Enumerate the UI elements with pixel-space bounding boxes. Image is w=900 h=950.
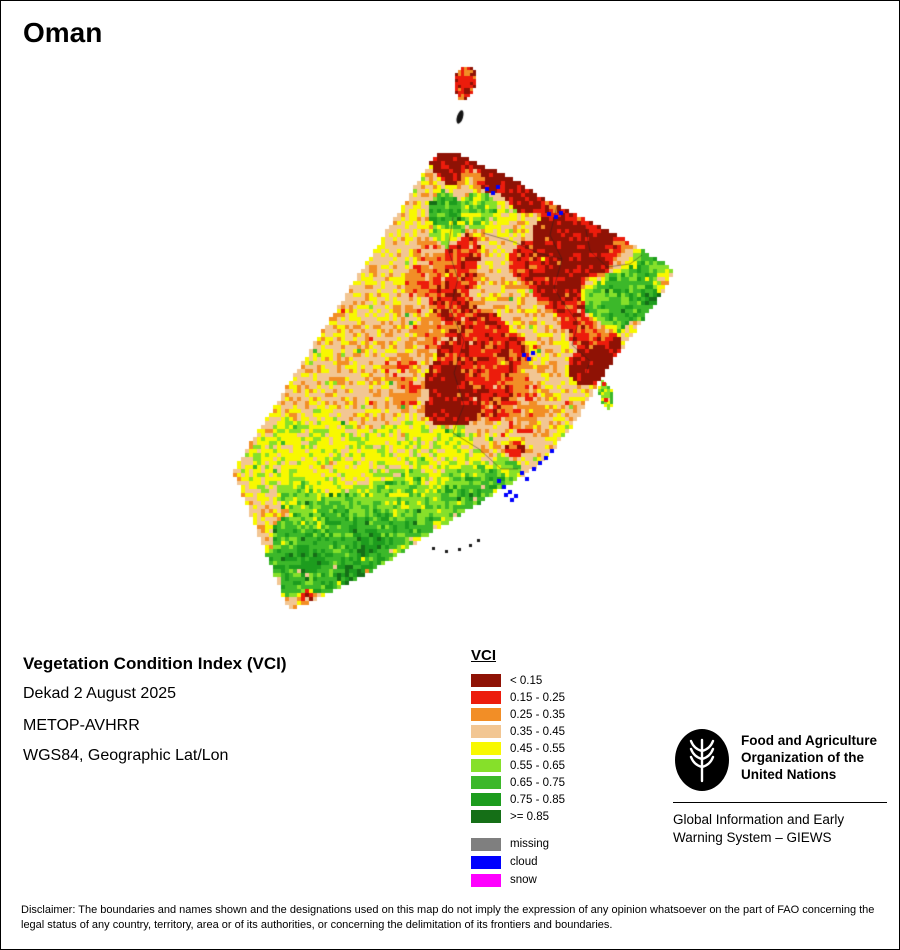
fao-name-line: Organization of the (741, 750, 864, 765)
map-info-heading: Vegetation Condition Index (VCI) (23, 654, 287, 673)
legend-label: cloud (510, 856, 538, 868)
legend-row: 0.65 - 0.75 (471, 774, 565, 791)
legend-swatch (471, 674, 501, 687)
legend-label: 0.75 - 0.85 (510, 793, 565, 806)
map-info-dekad: Dekad 2 August 2025 (23, 685, 177, 702)
giews-name-line: Global Information and Early (673, 812, 845, 827)
map-info-projection: WGS84, Geographic Lat/Lon (23, 747, 229, 764)
legend-row: 0.15 - 0.25 (471, 689, 565, 706)
legend-swatch (471, 759, 501, 772)
fao-name-line: Food and Agriculture (741, 733, 877, 748)
legend-row: < 0.15 (471, 672, 565, 689)
page-title: Oman (23, 17, 103, 48)
legend-label: 0.25 - 0.35 (510, 708, 565, 721)
legend: VCI < 0.15 0.15 - 0.25 0.25 - 0.35 0.35 - 0… (471, 647, 565, 889)
legend-swatch (471, 873, 501, 887)
legend-swatch (471, 708, 501, 721)
legend-label: 0.35 - 0.45 (510, 725, 565, 738)
legend-label: < 0.15 (510, 674, 543, 687)
legend-swatch (471, 810, 501, 823)
legend-label: 0.15 - 0.25 (510, 691, 565, 704)
legend-row: 0.75 - 0.85 (471, 791, 565, 808)
legend-row: 0.35 - 0.45 (471, 723, 565, 740)
map-info-sensor: METOP-AVHRR (23, 717, 140, 734)
legend-swatch (471, 855, 501, 869)
legend-row: 0.55 - 0.65 (471, 757, 565, 774)
disclaimer-text: Disclaimer: The boundaries and names sho… (21, 904, 875, 931)
legend-swatch (471, 793, 501, 806)
legend-row: missing (471, 835, 565, 853)
fao-name-line: United Nations (741, 767, 837, 782)
giews-name-line: Warning System – GIEWS (673, 829, 832, 845)
legend-label: 0.65 - 0.75 (510, 776, 565, 789)
legend-label: 0.55 - 0.65 (510, 759, 565, 772)
legend-label: missing (510, 838, 549, 850)
legend-row: snow (471, 871, 565, 889)
legend-row: 0.45 - 0.55 (471, 740, 565, 757)
legend-swatch (471, 691, 501, 704)
fao-logo (675, 729, 729, 791)
legend-classes: < 0.15 0.15 - 0.25 0.25 - 0.35 0.35 - 0.45 0… (471, 672, 565, 825)
legend-title: VCI (471, 647, 497, 664)
legend-label: snow (510, 874, 537, 886)
org-divider (673, 802, 887, 803)
legend-row: cloud (471, 853, 565, 871)
legend-extra: missing cloud snow (471, 835, 565, 889)
fao-name: Food and Agriculture Organization of the… (741, 732, 877, 783)
legend-label: >= 0.85 (510, 810, 550, 823)
giews-name: Global Information and Early Warning Sys… (673, 811, 844, 846)
legend-swatch (471, 776, 501, 789)
legend-swatch (471, 837, 501, 851)
legend-label: 0.45 - 0.55 (510, 742, 565, 755)
legend-row: 0.25 - 0.35 (471, 706, 565, 723)
legend-row: >= 0.85 (471, 808, 565, 825)
legend-swatch (471, 742, 501, 755)
legend-swatch (471, 725, 501, 738)
